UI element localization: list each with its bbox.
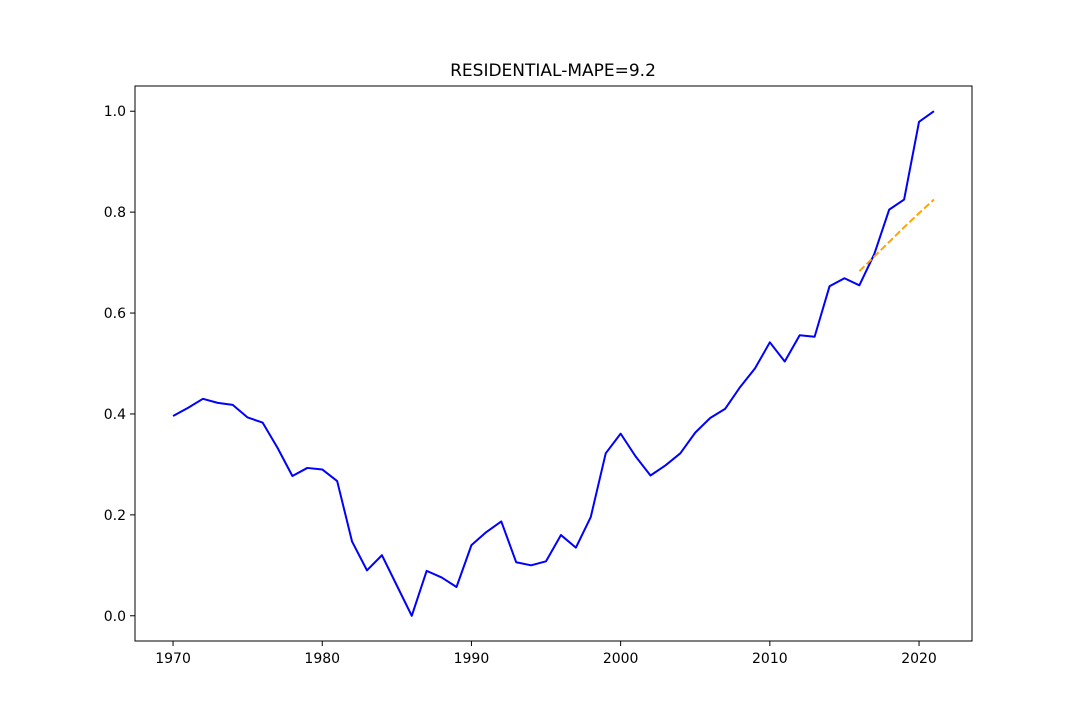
plot-frame xyxy=(134,85,973,642)
series-line-1 xyxy=(172,110,935,617)
y-tick-label: 1.0 xyxy=(104,104,126,120)
y-tick-label: 0.2 xyxy=(104,508,126,524)
x-tick-label: 2010 xyxy=(752,651,788,667)
x-tick-label: 1980 xyxy=(304,651,340,667)
y-tick-label: 0.0 xyxy=(104,609,126,625)
x-tick-label: 2000 xyxy=(603,651,639,667)
y-tick-label: 0.6 xyxy=(104,306,126,322)
y-axis: 0.0 0.2 0.4 0.6 0.8 1.0 xyxy=(104,104,135,625)
x-axis: 1970 1980 1990 2000 2010 2020 xyxy=(155,641,937,667)
chart-title: RESIDENTIAL-MAPE=9.2 xyxy=(450,61,656,81)
series-layer xyxy=(172,110,935,617)
y-tick-label: 0.8 xyxy=(104,205,126,221)
x-tick-label: 1970 xyxy=(155,651,191,667)
series-line-2 xyxy=(858,198,935,272)
x-tick-label: 1990 xyxy=(454,651,490,667)
x-tick-label: 2020 xyxy=(901,651,937,667)
y-tick-label: 0.4 xyxy=(104,407,126,423)
